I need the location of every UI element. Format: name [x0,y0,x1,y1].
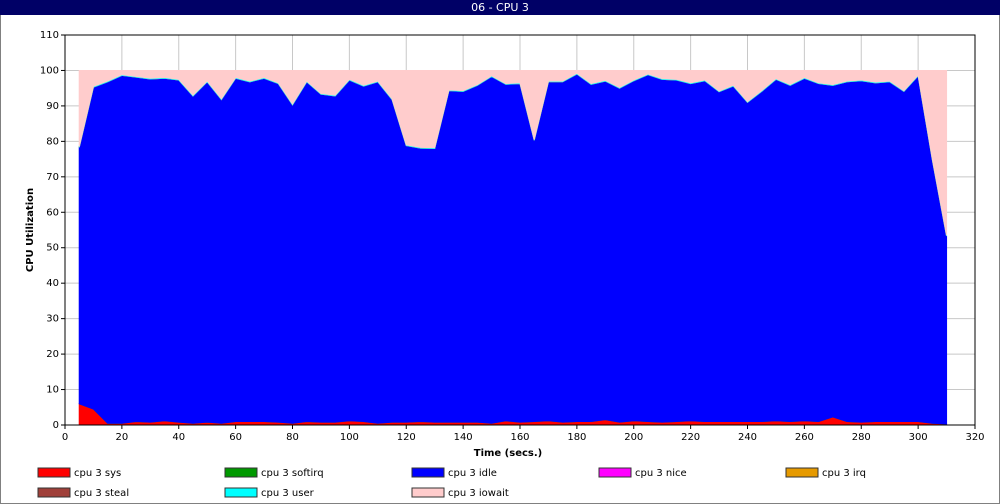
legend-label: cpu 3 nice [635,468,687,479]
y-tick-label: 100 [40,65,59,76]
legend-label: cpu 3 irq [822,468,866,479]
legend-swatch [411,487,445,498]
legend-swatch [224,467,258,478]
y-tick-label: 20 [46,349,59,360]
x-tick-label: 300 [909,432,928,443]
x-tick-label: 200 [624,432,643,443]
x-tick-label: 280 [852,432,871,443]
x-tick-label: 80 [286,432,299,443]
y-tick-label: 80 [46,136,59,147]
y-tick-label: 40 [46,278,59,289]
x-tick-label: 100 [340,432,359,443]
legend-swatch [37,467,71,478]
y-tick-label: 70 [46,172,59,183]
x-tick-label: 140 [454,432,473,443]
legend-label: cpu 3 sys [74,468,121,479]
area [78,69,948,236]
x-tick-label: 160 [510,432,529,443]
x-tick-label: 240 [738,432,757,443]
legend-swatch [785,467,819,478]
x-tick-label: 0 [62,432,68,443]
x-tick-label: 20 [116,432,129,443]
legend-swatch [411,467,445,478]
y-axis-label: CPU Utilization [25,188,36,272]
y-tick-label: 50 [46,243,59,254]
legend-swatch [224,487,258,498]
x-tick-label: 260 [795,432,814,443]
area [78,73,948,425]
y-tick-label: 0 [53,420,59,431]
plot-border [64,34,976,426]
x-axis-label: Time (secs.) [474,448,543,459]
x-tick-label: 60 [229,432,242,443]
x-tick-label: 40 [172,432,185,443]
legend-label: cpu 3 idle [448,468,497,479]
chart-title: 06 - CPU 3 [471,1,529,14]
x-tick-label: 180 [567,432,586,443]
legend-label: cpu 3 user [261,488,315,499]
y-tick-label: 30 [46,314,59,325]
x-tick-label: 220 [681,432,700,443]
legend-label: cpu 3 iowait [448,488,509,499]
legend-label: cpu 3 softirq [261,468,324,479]
legend-swatch [37,487,71,498]
legend-swatch [598,467,632,478]
legend-label: cpu 3 steal [74,488,129,499]
x-tick-label: 120 [397,432,416,443]
y-tick-label: 90 [46,101,59,112]
y-tick-label: 10 [46,385,59,396]
title-bar [0,0,1000,15]
x-tick-label: 320 [965,432,984,443]
y-tick-label: 60 [46,207,59,218]
y-tick-label: 110 [40,30,59,41]
